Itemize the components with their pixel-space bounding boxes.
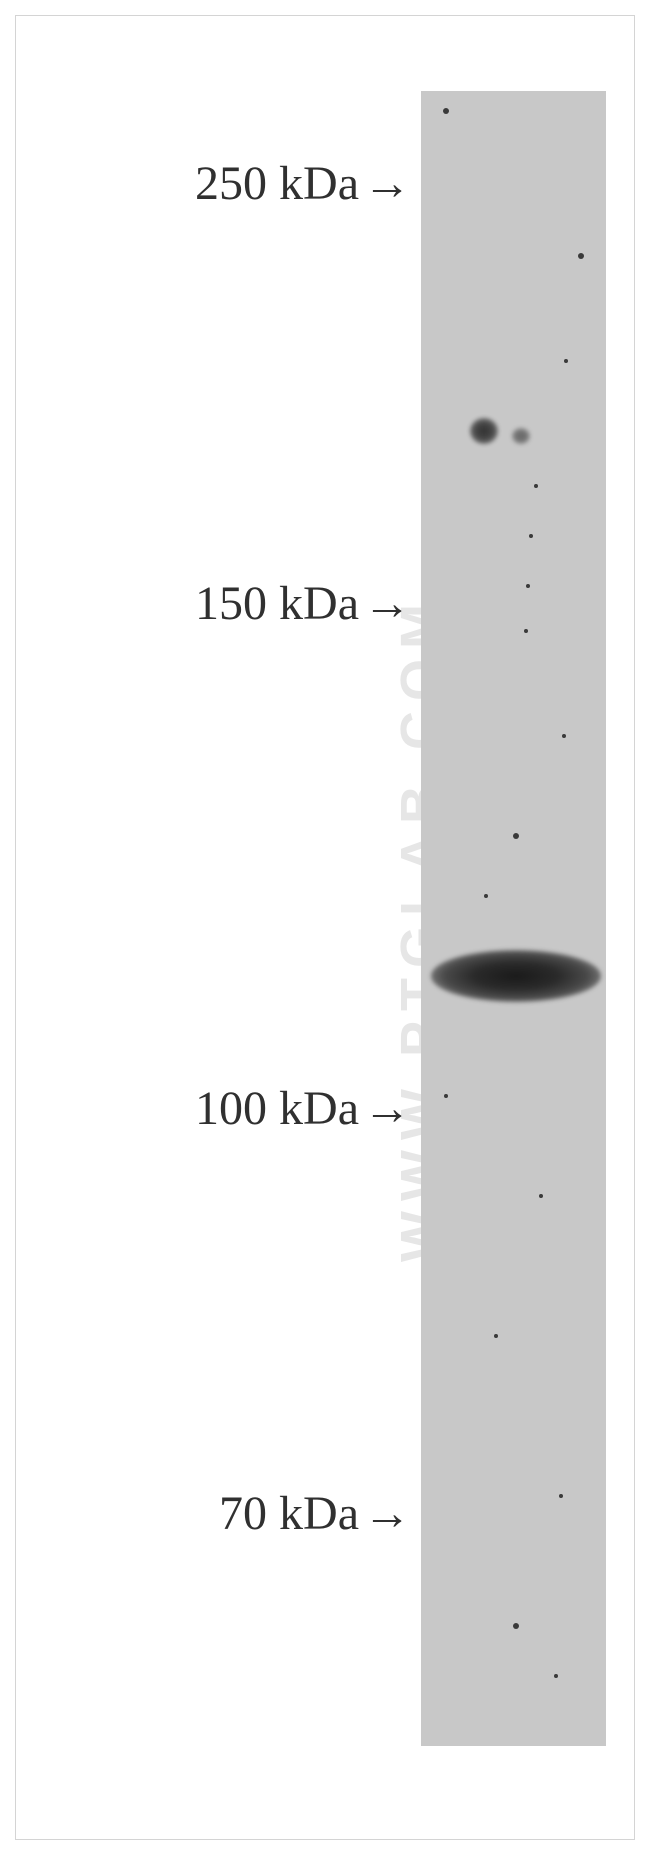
blot-band bbox=[431, 950, 601, 1002]
marker-label: 70 kDa bbox=[219, 1486, 359, 1541]
noise-speck bbox=[559, 1494, 563, 1498]
marker-label: 150 kDa bbox=[195, 576, 359, 631]
noise-speck bbox=[524, 629, 528, 633]
noise-speck bbox=[513, 833, 519, 839]
noise-speck bbox=[444, 1094, 448, 1098]
noise-speck bbox=[526, 584, 530, 588]
figure-canvas: WWW.PTGLAB.COM 250 kDa → 150 kDa → 100 k… bbox=[16, 16, 634, 1839]
blot-band bbox=[470, 418, 498, 444]
noise-speck bbox=[554, 1674, 558, 1678]
noise-speck bbox=[564, 359, 568, 363]
noise-speck bbox=[443, 108, 449, 114]
noise-speck bbox=[539, 1194, 543, 1198]
arrow-right-icon: → bbox=[363, 1081, 411, 1136]
noise-speck bbox=[484, 894, 488, 898]
noise-speck bbox=[578, 253, 584, 259]
marker-150kda: 150 kDa → bbox=[46, 576, 411, 631]
arrow-right-icon: → bbox=[363, 156, 411, 211]
marker-70kda: 70 kDa → bbox=[46, 1486, 411, 1541]
arrow-right-icon: → bbox=[363, 576, 411, 631]
blot-lane bbox=[421, 91, 606, 1746]
marker-label: 250 kDa bbox=[195, 156, 359, 211]
figure-frame: WWW.PTGLAB.COM 250 kDa → 150 kDa → 100 k… bbox=[15, 15, 635, 1840]
arrow-right-icon: → bbox=[363, 1486, 411, 1541]
noise-speck bbox=[513, 1623, 519, 1629]
noise-speck bbox=[562, 734, 566, 738]
noise-speck bbox=[494, 1334, 498, 1338]
noise-speck bbox=[534, 484, 538, 488]
noise-speck bbox=[529, 534, 533, 538]
blot-band bbox=[512, 428, 530, 444]
marker-100kda: 100 kDa → bbox=[46, 1081, 411, 1136]
marker-250kda: 250 kDa → bbox=[46, 156, 411, 211]
marker-label: 100 kDa bbox=[195, 1081, 359, 1136]
